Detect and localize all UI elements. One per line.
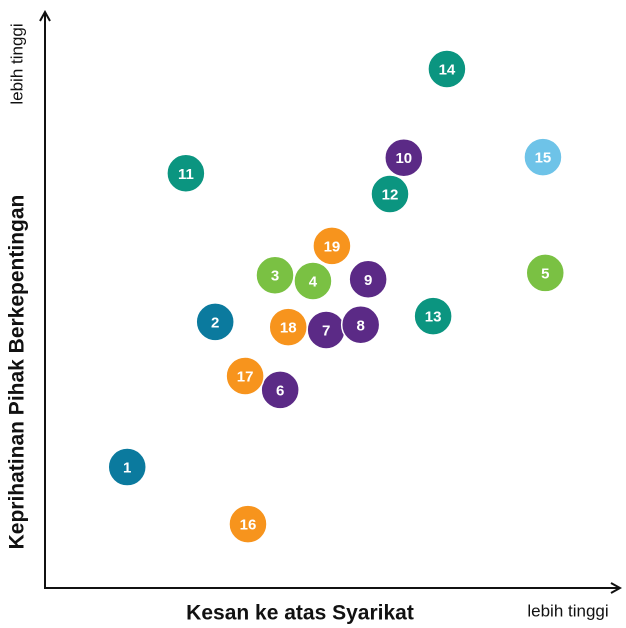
point xyxy=(413,296,453,336)
point xyxy=(384,137,424,178)
point xyxy=(312,226,352,266)
point-label: 1 xyxy=(123,460,131,477)
point xyxy=(523,137,563,177)
point xyxy=(228,504,268,544)
point xyxy=(293,261,333,301)
point-label: 5 xyxy=(541,265,549,282)
point-label: 6 xyxy=(276,382,284,399)
point-label: 7 xyxy=(322,322,330,339)
point xyxy=(348,259,388,300)
point xyxy=(340,305,381,345)
point xyxy=(255,255,295,295)
point xyxy=(225,356,265,396)
y-axis-end-label: lebih tinggi xyxy=(7,23,26,104)
x-axis-end-label: lebih tinggi xyxy=(527,601,608,620)
point-label: 11 xyxy=(178,166,194,183)
point-label: 4 xyxy=(309,273,318,290)
y-axis-label: Keprihatinan Pihak Berkepentingan xyxy=(6,195,29,550)
point-label: 14 xyxy=(439,62,456,79)
point-label: 15 xyxy=(535,150,552,167)
point xyxy=(195,302,235,342)
x-axis-label: Kesan ke atas Syarikat xyxy=(186,602,414,625)
point-label: 13 xyxy=(425,309,442,326)
point-label: 8 xyxy=(357,317,365,334)
point xyxy=(268,307,308,347)
point-label: 18 xyxy=(280,320,297,337)
point-label: 9 xyxy=(364,272,372,289)
point-label: 17 xyxy=(237,369,254,386)
point xyxy=(166,153,206,194)
point-label: 16 xyxy=(240,517,257,534)
point-label: 2 xyxy=(211,314,219,331)
point xyxy=(370,174,410,214)
point xyxy=(525,253,565,293)
point xyxy=(260,370,300,410)
point-label: 3 xyxy=(271,268,279,285)
point-label: 10 xyxy=(395,150,412,167)
point-label: 12 xyxy=(382,187,399,204)
point-label: 19 xyxy=(324,238,341,255)
point xyxy=(427,49,467,89)
point xyxy=(107,447,147,487)
